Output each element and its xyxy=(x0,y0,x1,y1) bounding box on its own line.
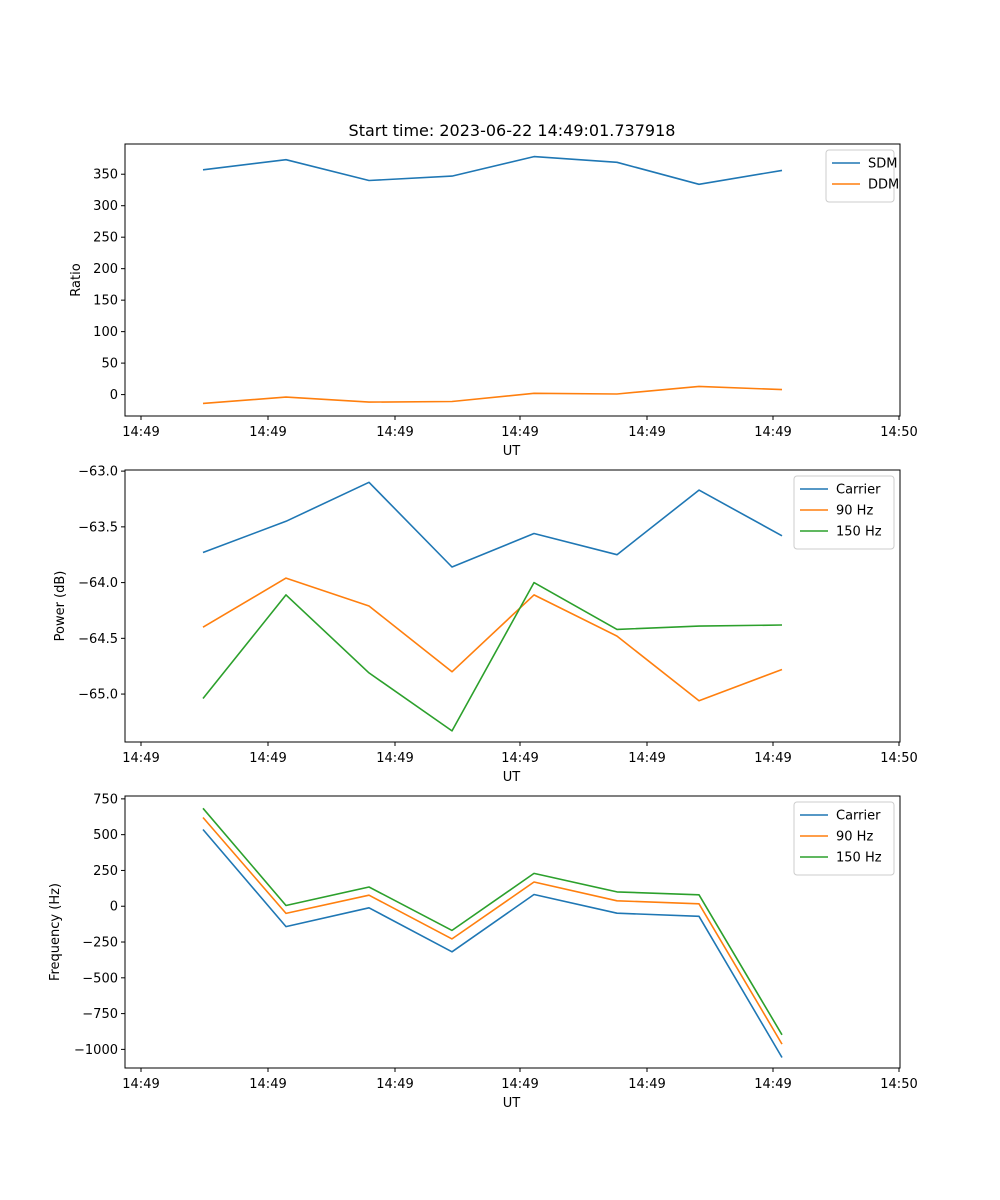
series-line-carrier xyxy=(202,481,783,568)
x-axis-label: UT xyxy=(503,1096,521,1111)
x-tick-label: 14:49 xyxy=(628,751,665,766)
y-axis-label: Ratio xyxy=(69,263,84,296)
series-line-90-hz xyxy=(202,577,783,702)
axes-frame xyxy=(124,795,901,1069)
x-tick-label: 14:50 xyxy=(880,1077,917,1092)
y-tick-label: −750 xyxy=(82,1007,118,1022)
x-tick-label: 14:49 xyxy=(754,1077,791,1092)
y-tick-label: 0 xyxy=(110,388,118,403)
y-axis-label: Power (dB) xyxy=(53,571,68,642)
legend: Carrier 90 Hz 150 Hz xyxy=(793,801,895,876)
ratio-chart: 14:49 14:49 14:49 14:49 14:49 14:49 14:50 0 50 10… xyxy=(69,143,918,459)
legend-entry: SDM xyxy=(868,157,897,172)
legend-entry: 90 Hz xyxy=(836,830,873,845)
series-line-carrier xyxy=(202,828,783,1058)
legend-entry: 90 Hz xyxy=(836,504,873,519)
x-tick-label: 14:49 xyxy=(376,1077,413,1092)
x-tick-label: 14:49 xyxy=(754,425,791,440)
legend: SDM DDM xyxy=(825,149,899,203)
x-tick-label: 14:49 xyxy=(122,1077,159,1092)
x-tick-label: 14:49 xyxy=(249,1077,286,1092)
y-tick-label: −63.5 xyxy=(78,520,118,535)
series-line-150-hz xyxy=(202,807,783,1036)
y-tick-label: 250 xyxy=(93,864,118,879)
legend-entry: 150 Hz xyxy=(836,851,882,866)
x-tick-label: 14:49 xyxy=(501,751,538,766)
series-line-ddm xyxy=(202,385,783,405)
x-tick-label: 14:49 xyxy=(501,1077,538,1092)
y-axis-label: Frequency (Hz) xyxy=(48,883,63,981)
frequency-chart: 14:49 14:49 14:49 14:49 14:49 14:49 14:50 −1000… xyxy=(48,792,918,1111)
y-tick-label: −500 xyxy=(82,971,118,986)
y-tick-label: 500 xyxy=(93,828,118,843)
x-tick-label: 14:49 xyxy=(249,425,286,440)
legend: Carrier 90 Hz 150 Hz xyxy=(793,475,895,550)
series-line-150-hz xyxy=(202,581,783,732)
y-tick-label: 300 xyxy=(93,199,118,214)
y-tick-label: 750 xyxy=(93,792,118,807)
x-axis-label: UT xyxy=(503,770,521,785)
y-tick-label: −64.5 xyxy=(78,632,118,647)
x-tick-label: 14:49 xyxy=(376,751,413,766)
y-tick-label: 100 xyxy=(93,325,118,340)
axes-frame xyxy=(124,143,901,417)
y-tick-label: −65.0 xyxy=(78,688,118,703)
x-tick-label: 14:50 xyxy=(880,425,917,440)
x-tick-label: 14:49 xyxy=(122,751,159,766)
y-tick-label: 50 xyxy=(101,357,118,372)
x-tick-label: 14:49 xyxy=(376,425,413,440)
series-line-sdm xyxy=(202,155,783,186)
y-tick-label: 250 xyxy=(93,231,118,246)
y-tick-label: 150 xyxy=(93,294,118,309)
x-tick-label: 14:49 xyxy=(249,751,286,766)
y-tick-label: 200 xyxy=(93,262,118,277)
axes-frame xyxy=(124,469,901,743)
y-tick-label: −64.0 xyxy=(78,576,118,591)
x-tick-label: 14:49 xyxy=(754,751,791,766)
legend-entry: 150 Hz xyxy=(836,525,882,540)
power-chart: 14:49 14:49 14:49 14:49 14:49 14:49 14:50 −65.0… xyxy=(53,465,918,785)
legend-entry: Carrier xyxy=(836,809,881,824)
figure-title: Start time: 2023-06-22 14:49:01.737918 xyxy=(349,121,676,140)
series-line-90-hz xyxy=(202,816,783,1045)
x-tick-label: 14:49 xyxy=(501,425,538,440)
x-tick-label: 14:49 xyxy=(122,425,159,440)
x-tick-label: 14:50 xyxy=(880,751,917,766)
y-tick-label: −1000 xyxy=(74,1043,118,1058)
y-tick-label: 350 xyxy=(93,168,118,183)
x-tick-label: 14:49 xyxy=(628,425,665,440)
x-axis-label: UT xyxy=(503,444,521,459)
y-tick-label: −250 xyxy=(82,936,118,951)
legend-entry: Carrier xyxy=(836,483,881,498)
legend-entry: DDM xyxy=(868,178,899,193)
y-tick-label: −63.0 xyxy=(78,465,118,480)
x-tick-label: 14:49 xyxy=(628,1077,665,1092)
y-tick-label: 0 xyxy=(110,900,118,915)
